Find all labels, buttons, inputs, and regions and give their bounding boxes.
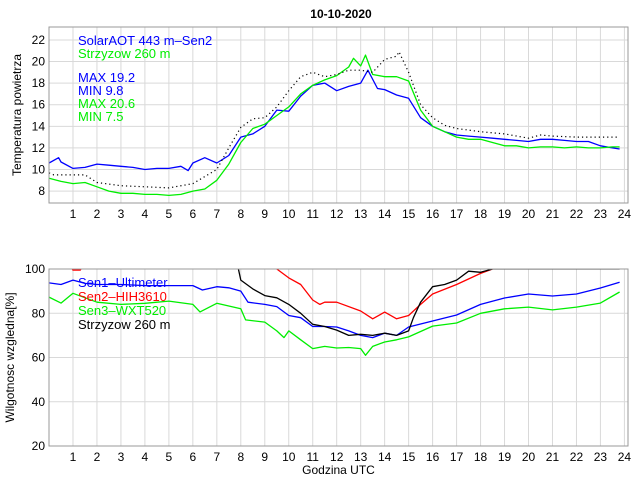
- plot-frame: [48, 26, 629, 204]
- x-tick-label: 14: [378, 207, 392, 221]
- x-tick-label: 7: [213, 207, 220, 221]
- y-axis-label: Temperatura powietrza: [10, 54, 24, 176]
- x-tick-label: 18: [474, 450, 488, 464]
- x-tick-label: 23: [594, 450, 608, 464]
- x-tick-label: 3: [118, 450, 125, 464]
- x-tick-label: 24: [618, 450, 632, 464]
- x-tick-label: 20: [522, 450, 536, 464]
- x-tick-label: 23: [594, 207, 608, 221]
- x-tick-label: 3: [118, 207, 125, 221]
- series-line-sen1-ultimeter: [49, 279, 620, 339]
- annotation-text: MAX 19.2: [78, 70, 135, 85]
- x-tick-label: 15: [402, 450, 416, 464]
- series-line-strzyzow-260-m: [49, 54, 620, 197]
- x-tick-label: 16: [426, 207, 440, 221]
- x-tick-label: 21: [546, 207, 560, 221]
- y-tick-label: 14: [32, 119, 46, 133]
- y-tick-label: 20: [32, 55, 46, 69]
- y-tick-label: 22: [32, 33, 46, 47]
- legend-entry: SolarAOT 443 m–Sen2: [78, 33, 212, 48]
- series-line-solaraot-443-m-sen2: [49, 69, 620, 172]
- x-tick-label: 5: [166, 207, 173, 221]
- x-axis-label: Godzina UTC: [302, 463, 375, 477]
- y-axis-label: Wilgotnosc wzgledna[%]: [3, 292, 17, 422]
- legend-entry: Strzyzow 260 m: [78, 317, 170, 332]
- x-tick-label: 7: [213, 450, 220, 464]
- x-tick-label: 4: [142, 450, 149, 464]
- series-line-strzyzow-260-m: [237, 269, 620, 337]
- annotation-text: MIN 9.8: [78, 83, 124, 98]
- y-tick-label: 12: [32, 141, 46, 155]
- x-tick-label: 1: [70, 450, 77, 464]
- plot-1: 1 2 3 4 5 6 7 8 9 10 11 12 13 14 15 16 17 18 19 20 21 22 23 248…: [10, 26, 632, 221]
- x-tick-label: 17: [450, 450, 464, 464]
- series-line-reference: [49, 51, 618, 189]
- x-tick-label: 19: [498, 450, 512, 464]
- series-line-sen3-wxt520: [49, 291, 620, 356]
- legend-entry: Sen2–HIH3610: [78, 289, 167, 304]
- x-tick-label: 11: [306, 207, 319, 221]
- x-tick-label: 12: [330, 450, 344, 464]
- y-tick-label: 8: [38, 184, 45, 198]
- x-tick-label: 9: [261, 207, 268, 221]
- x-tick-label: 16: [426, 450, 440, 464]
- plot-frame: [48, 268, 629, 447]
- x-tick-label: 2: [94, 450, 101, 464]
- x-tick-label: 1: [70, 207, 77, 221]
- x-tick-label: 12: [330, 207, 344, 221]
- x-tick-label: 24: [618, 207, 632, 221]
- x-tick-label: 10: [282, 207, 296, 221]
- x-tick-label: 19: [498, 207, 512, 221]
- x-tick-label: 17: [450, 207, 464, 221]
- series-line-sen2-hih3610: [71, 269, 493, 320]
- x-tick-label: 4: [142, 207, 149, 221]
- x-tick-label: 9: [261, 450, 268, 464]
- annotation-text: MAX 20.6: [78, 96, 135, 111]
- x-tick-label: 21: [546, 450, 560, 464]
- y-tick-label: 10: [32, 163, 46, 177]
- x-tick-label: 6: [190, 450, 197, 464]
- y-tick-label: 16: [32, 98, 46, 112]
- y-tick-label: 40: [32, 395, 46, 409]
- y-tick-label: 80: [32, 306, 46, 320]
- y-tick-label: 18: [32, 76, 46, 90]
- x-tick-label: 8: [237, 450, 244, 464]
- x-tick-label: 13: [354, 450, 368, 464]
- x-tick-label: 15: [402, 207, 416, 221]
- y-tick-label: 20: [32, 439, 46, 453]
- legend-entry: Strzyzow 260 m: [78, 46, 170, 61]
- x-tick-label: 10: [282, 450, 296, 464]
- plot-2: 1 2 3 4 5 6 7 8 9 10 11 12 13 14 15 16 17 18 19 20 21 22 23 242…: [3, 262, 631, 477]
- x-tick-label: 22: [570, 207, 584, 221]
- annotation-text: MIN 7.5: [78, 109, 124, 124]
- x-tick-label: 2: [94, 207, 101, 221]
- chart-title: 10-10-2020: [310, 7, 372, 21]
- legend-entry: Sen3–WXT520: [78, 303, 166, 318]
- x-tick-label: 11: [306, 450, 319, 464]
- x-tick-label: 14: [378, 450, 392, 464]
- x-tick-label: 6: [190, 207, 197, 221]
- legend-entry: Sen1–Ultimeter: [78, 275, 168, 290]
- x-tick-label: 5: [166, 450, 173, 464]
- y-tick-label: 60: [32, 351, 46, 365]
- x-tick-label: 22: [570, 450, 584, 464]
- x-tick-label: 13: [354, 207, 368, 221]
- x-tick-label: 18: [474, 207, 488, 221]
- y-tick-label: 100: [25, 262, 45, 276]
- x-tick-label: 8: [237, 207, 244, 221]
- x-tick-label: 20: [522, 207, 536, 221]
